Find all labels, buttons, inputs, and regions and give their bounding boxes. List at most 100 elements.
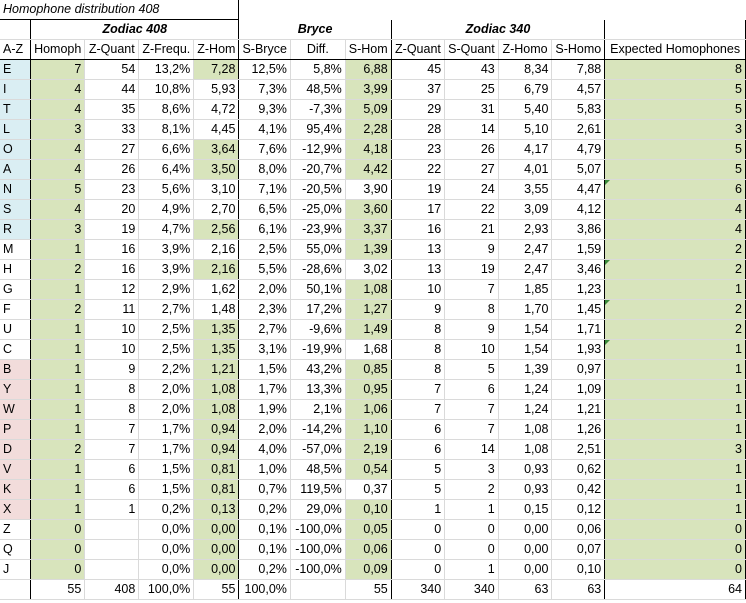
cell-sh[interactable]: 0,95 [345,379,392,400]
cell-diff[interactable]: 5,8% [290,59,346,80]
cell-zho[interactable]: 0,00 [498,559,553,580]
cell-sq[interactable]: 1 [444,499,499,520]
cell-zh[interactable]: 1,62 [193,279,240,300]
cell-zq340[interactable]: 37 [391,79,446,100]
cell-sb[interactable]: 0,2% [238,499,291,520]
cell-zh[interactable]: 1,35 [193,339,240,360]
cell-sq[interactable]: 21 [444,219,499,240]
cell-zh[interactable]: 0,00 [193,519,240,540]
cell-homoph[interactable]: 1 [30,499,86,520]
cell-sb[interactable]: 8,0% [238,159,291,180]
cell-sb[interactable]: 0,2% [238,559,291,580]
cell-homoph[interactable]: 1 [30,399,86,420]
total-sq[interactable]: 340 [444,579,499,600]
cell-sho[interactable]: 1,23 [551,279,606,300]
cell-zq340[interactable]: 5 [391,479,446,500]
cell-exp[interactable]: 1 [604,499,746,520]
cell-zq[interactable]: 6 [84,459,140,480]
cell-exp[interactable]: 5 [604,139,746,160]
cell-zho[interactable]: 1,08 [498,439,553,460]
cell-zf[interactable]: 1,7% [138,419,195,440]
cell-exp[interactable]: 3 [604,439,746,460]
cell-zho[interactable]: 1,24 [498,399,553,420]
cell-diff[interactable]: 50,1% [290,279,346,300]
group-spacer[interactable] [0,19,32,40]
cell-zq340[interactable]: 8 [391,359,446,380]
cell-homoph[interactable]: 2 [30,259,86,280]
cell-exp[interactable]: 1 [604,339,746,360]
cell-letter[interactable]: Q [0,539,32,560]
cell-letter[interactable]: I [0,79,32,100]
cell-diff[interactable]: 2,1% [290,399,346,420]
cell-zq[interactable]: 9 [84,359,140,380]
cell-zho[interactable]: 4,17 [498,139,553,160]
cell-sq[interactable]: 7 [444,419,499,440]
cell-zq340[interactable]: 6 [391,419,446,440]
cell-zq340[interactable]: 7 [391,399,446,420]
group-expected[interactable] [604,19,746,40]
cell-homoph[interactable]: 1 [30,479,86,500]
cell-zf[interactable]: 3,9% [138,239,195,260]
cell-sq[interactable]: 9 [444,239,499,260]
cell-diff[interactable]: -14,2% [290,419,346,440]
cell-homoph[interactable]: 7 [30,59,86,80]
cell-zho[interactable]: 3,09 [498,199,553,220]
cell-sq[interactable]: 0 [444,519,499,540]
cell-sho[interactable]: 7,88 [551,59,606,80]
cell-zq340[interactable]: 9 [391,299,446,320]
cell-zf[interactable]: 4,7% [138,219,195,240]
cell-zh[interactable]: 1,08 [193,399,240,420]
cell-sh[interactable]: 0,09 [345,559,392,580]
cell-sq[interactable]: 2 [444,479,499,500]
total-zh[interactable]: 55 [193,579,240,600]
cell-sq[interactable]: 14 [444,119,499,140]
cell-letter[interactable]: P [0,419,32,440]
cell-sq[interactable]: 9 [444,319,499,340]
cell-zf[interactable]: 2,0% [138,379,195,400]
cell-sh[interactable]: 2,28 [345,119,392,140]
cell-sho[interactable]: 0,97 [551,359,606,380]
cell-zq340[interactable]: 0 [391,519,446,540]
cell-zq[interactable]: 7 [84,419,140,440]
cell-zf[interactable]: 6,6% [138,139,195,160]
cell-zq340[interactable]: 19 [391,179,446,200]
cell-homoph[interactable]: 0 [30,559,86,580]
cell-sq[interactable]: 26 [444,139,499,160]
cell-sq[interactable]: 7 [444,399,499,420]
cell-sh[interactable]: 2,19 [345,439,392,460]
cell-sh[interactable]: 0,37 [345,479,392,500]
cell-sho[interactable]: 0,12 [551,499,606,520]
cell-sho[interactable]: 2,61 [551,119,606,140]
cell-zq340[interactable]: 17 [391,199,446,220]
cell-exp[interactable]: 4 [604,219,746,240]
cell-zf[interactable]: 2,0% [138,399,195,420]
total-zq[interactable]: 408 [84,579,140,600]
cell-zho[interactable]: 5,10 [498,119,553,140]
cell-zq[interactable]: 6 [84,479,140,500]
cell-zh[interactable]: 2,16 [193,259,240,280]
cell-zf[interactable]: 1,5% [138,459,195,480]
cell-homoph[interactable]: 1 [30,339,86,360]
cell-sb[interactable]: 2,0% [238,279,291,300]
cell-homoph[interactable]: 2 [30,439,86,460]
cell-sq[interactable]: 24 [444,179,499,200]
cell-exp[interactable]: 5 [604,159,746,180]
cell-sb[interactable]: 7,6% [238,139,291,160]
cell-sho[interactable]: 0,06 [551,519,606,540]
cell-zho[interactable]: 4,01 [498,159,553,180]
cell-zq340[interactable]: 16 [391,219,446,240]
cell-homoph[interactable]: 5 [30,179,86,200]
cell-homoph[interactable]: 2 [30,299,86,320]
cell-sh[interactable]: 1,10 [345,419,392,440]
cell-zho[interactable]: 1,85 [498,279,553,300]
cell-zho[interactable]: 1,39 [498,359,553,380]
cell-diff[interactable]: 13,3% [290,379,346,400]
cell-diff[interactable]: -7,3% [290,99,346,120]
cell-letter[interactable]: H [0,259,32,280]
cell-exp[interactable]: 1 [604,479,746,500]
cell-exp[interactable]: 1 [604,379,746,400]
cell-zho[interactable]: 6,79 [498,79,553,100]
cell-zq[interactable]: 27 [84,139,140,160]
cell-zq[interactable]: 1 [84,499,140,520]
cell-zh[interactable]: 3,10 [193,179,240,200]
